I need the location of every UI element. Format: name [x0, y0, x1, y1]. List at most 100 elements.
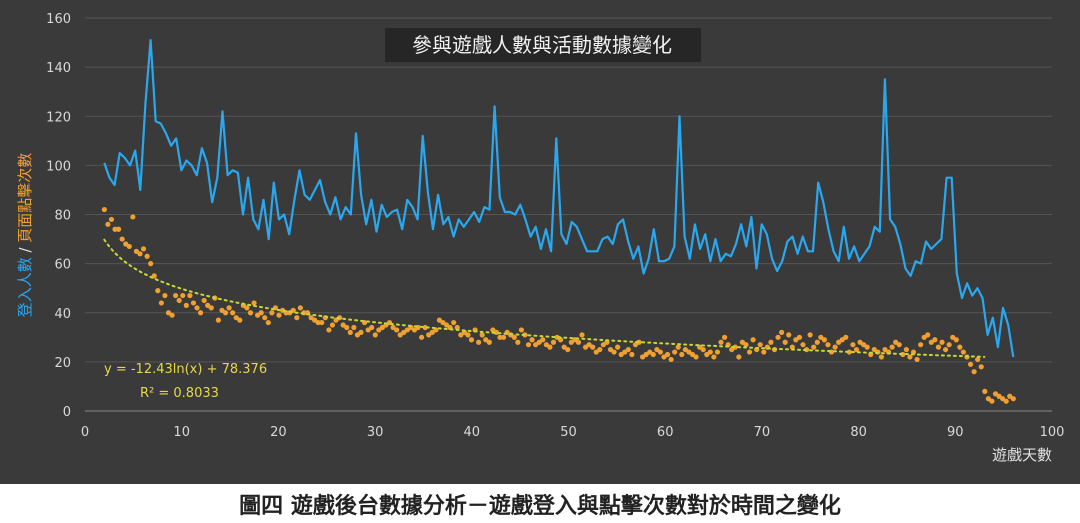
y-axis-label-login: 登入人數: [16, 257, 34, 317]
clicks-point: [718, 339, 724, 345]
clicks-point: [664, 351, 671, 358]
x-tick-label: 10: [173, 425, 190, 440]
clicks-point: [394, 327, 400, 333]
clicks-point: [540, 337, 546, 343]
clicks-point: [105, 221, 111, 227]
clicks-point: [1003, 398, 1009, 404]
clicks-point: [843, 334, 849, 340]
clicks-point: [550, 339, 557, 345]
clicks-point: [907, 354, 913, 360]
clicks-point: [575, 339, 582, 345]
clicks-point: [743, 342, 749, 348]
y-axis-label-clicks: 頁面點擊次數: [16, 153, 34, 243]
clicks-point: [230, 310, 236, 316]
clicks-point: [476, 339, 482, 345]
clicks-point: [786, 332, 792, 338]
clicks-point: [176, 297, 182, 304]
x-tick-label: 50: [560, 425, 577, 440]
clicks-point: [529, 337, 535, 343]
clicks-point: [721, 334, 728, 340]
clicks-point: [668, 356, 674, 363]
clicks-point: [422, 324, 428, 331]
clicks-point: [265, 319, 271, 326]
clicks-point: [126, 243, 132, 250]
clicks-point: [518, 327, 525, 333]
x-tick-label: 30: [367, 425, 384, 440]
clicks-point: [183, 302, 189, 308]
clicks-point: [197, 310, 204, 316]
y-tick-label: 0: [63, 405, 71, 420]
clicks-point: [925, 332, 931, 338]
clicks-point: [251, 300, 257, 306]
clicks-point: [180, 292, 186, 299]
clicks-point: [158, 300, 164, 306]
trendline-equation: y = -12.43ln(x) + 78.376: [104, 362, 267, 377]
clicks-point: [989, 398, 995, 404]
clicks-point: [914, 356, 920, 363]
clicks-point: [864, 344, 870, 350]
y-tick-label: 20: [54, 356, 71, 371]
clicks-point: [418, 334, 425, 340]
clicks-point: [939, 339, 945, 345]
y-axis-label: 登入人數 / 頁面點擊次數: [16, 153, 34, 318]
clicks-point: [347, 329, 353, 335]
clicks-point: [953, 337, 959, 343]
y-tick-label: 100: [46, 159, 71, 174]
clicks-point: [155, 288, 161, 294]
clicks-point: [173, 292, 179, 299]
clicks-point: [846, 349, 852, 355]
clicks-point: [169, 312, 175, 318]
y-tick-label: 60: [54, 258, 71, 273]
clicks-point: [978, 364, 984, 370]
clicks-point: [565, 346, 571, 353]
clicks-point: [115, 226, 122, 232]
y-tick-label: 40: [54, 307, 71, 322]
clicks-point: [807, 332, 813, 338]
clicks-point: [140, 246, 147, 252]
clicks-point: [982, 388, 988, 394]
clicks-point: [465, 332, 471, 338]
clicks-point: [454, 324, 460, 331]
chart-title: 參與遊戲人數與活動數據變化: [412, 33, 672, 57]
x-tick-label: 0: [81, 425, 89, 440]
clicks-point: [1010, 396, 1016, 402]
clicks-point: [796, 334, 803, 340]
y-tick-label: 140: [46, 61, 71, 76]
clicks-point: [194, 305, 200, 311]
clicks-point: [611, 349, 617, 355]
clicks-point: [814, 339, 820, 345]
clicks-point: [750, 337, 756, 343]
clicks-point: [732, 344, 738, 350]
clicks-point: [672, 349, 678, 355]
clicks-point: [918, 342, 924, 348]
clicks-point: [372, 332, 378, 338]
clicks-point: [515, 339, 521, 345]
clicks-point: [201, 297, 207, 304]
clicks-point: [468, 337, 475, 343]
clicks-point: [957, 344, 963, 350]
figure-caption: 圖四 遊戲後台數據分析－遊戲登入與點擊次數對於時間之變化: [239, 494, 841, 519]
clicks-point: [625, 346, 631, 353]
clicks-point: [187, 292, 193, 299]
clicks-point: [558, 337, 564, 343]
clicks-point: [500, 334, 507, 340]
clicks-point: [297, 305, 303, 311]
clicks-point: [547, 344, 553, 350]
x-tick-label: 100: [1040, 425, 1065, 440]
clicks-point: [975, 356, 981, 363]
chart-title-bg: [385, 28, 701, 62]
r-squared-label: R² = 0.8033: [140, 386, 219, 401]
clicks-point: [269, 310, 275, 316]
clicks-point: [657, 349, 664, 355]
clicks-point: [761, 349, 767, 355]
clicks-point: [896, 342, 902, 348]
y-tick-label: 120: [46, 110, 71, 125]
clicks-point: [486, 339, 492, 345]
y-axis-label-separator: /: [16, 243, 34, 258]
clicks-point: [579, 332, 585, 338]
clicks-point: [700, 346, 706, 353]
clicks-point: [162, 292, 168, 299]
x-tick-label: 90: [947, 425, 964, 440]
y-tick-label: 80: [54, 209, 71, 224]
clicks-point: [679, 351, 685, 358]
